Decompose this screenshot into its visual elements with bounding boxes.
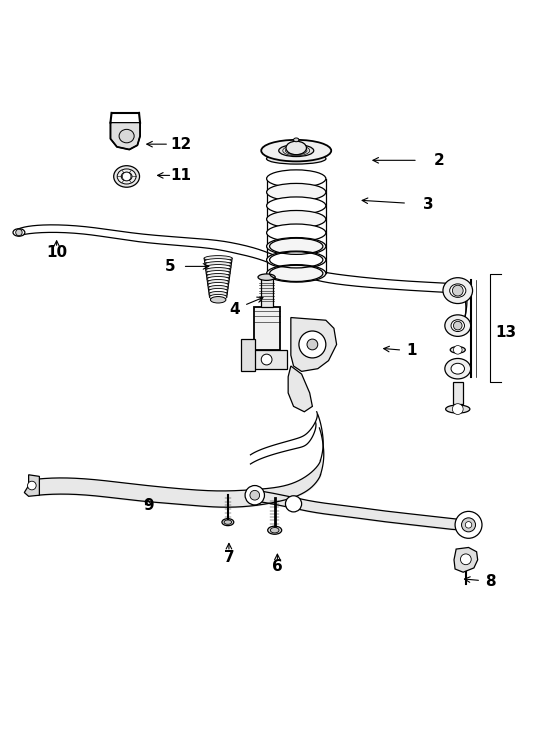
Circle shape bbox=[16, 229, 22, 236]
Ellipse shape bbox=[450, 284, 466, 297]
Ellipse shape bbox=[207, 277, 229, 282]
Circle shape bbox=[465, 522, 472, 528]
Text: 2: 2 bbox=[434, 153, 444, 168]
Polygon shape bbox=[454, 548, 478, 572]
Ellipse shape bbox=[267, 238, 326, 255]
Ellipse shape bbox=[261, 140, 331, 161]
Ellipse shape bbox=[268, 526, 282, 534]
Circle shape bbox=[307, 339, 318, 350]
Circle shape bbox=[461, 518, 475, 532]
Circle shape bbox=[454, 346, 462, 354]
Ellipse shape bbox=[209, 288, 227, 294]
Ellipse shape bbox=[267, 265, 326, 282]
Ellipse shape bbox=[209, 294, 227, 300]
Ellipse shape bbox=[451, 320, 465, 332]
Polygon shape bbox=[24, 475, 39, 496]
Ellipse shape bbox=[206, 271, 230, 276]
Ellipse shape bbox=[267, 211, 326, 228]
Ellipse shape bbox=[211, 296, 226, 303]
Circle shape bbox=[245, 485, 264, 505]
Ellipse shape bbox=[208, 285, 228, 291]
Ellipse shape bbox=[207, 274, 230, 279]
Circle shape bbox=[455, 512, 482, 538]
Text: 13: 13 bbox=[496, 324, 517, 340]
Circle shape bbox=[460, 554, 471, 564]
Ellipse shape bbox=[443, 277, 473, 304]
Text: 1: 1 bbox=[407, 343, 417, 359]
Circle shape bbox=[261, 354, 272, 365]
Circle shape bbox=[299, 331, 326, 358]
Text: 9: 9 bbox=[143, 498, 153, 513]
Ellipse shape bbox=[224, 520, 232, 524]
Ellipse shape bbox=[445, 359, 471, 379]
Ellipse shape bbox=[450, 347, 465, 353]
Text: 7: 7 bbox=[224, 550, 234, 564]
Ellipse shape bbox=[121, 172, 132, 181]
Bar bbox=[241, 339, 255, 371]
Ellipse shape bbox=[279, 145, 314, 157]
Ellipse shape bbox=[204, 255, 232, 261]
Text: 10: 10 bbox=[46, 245, 67, 261]
Text: 6: 6 bbox=[272, 559, 283, 574]
Ellipse shape bbox=[206, 268, 231, 273]
Text: 11: 11 bbox=[170, 168, 191, 183]
Circle shape bbox=[453, 285, 463, 296]
Text: 12: 12 bbox=[170, 137, 191, 152]
Ellipse shape bbox=[267, 170, 326, 187]
Bar bbox=[261, 277, 273, 307]
Ellipse shape bbox=[222, 519, 234, 526]
Ellipse shape bbox=[13, 228, 25, 236]
Ellipse shape bbox=[205, 258, 232, 264]
Ellipse shape bbox=[208, 283, 228, 288]
Ellipse shape bbox=[451, 363, 465, 374]
Ellipse shape bbox=[267, 153, 326, 164]
Ellipse shape bbox=[258, 274, 275, 280]
Circle shape bbox=[28, 481, 36, 490]
Text: 3: 3 bbox=[423, 197, 434, 212]
Ellipse shape bbox=[294, 138, 299, 142]
Ellipse shape bbox=[445, 315, 471, 337]
Circle shape bbox=[250, 490, 259, 500]
Ellipse shape bbox=[286, 141, 306, 154]
Ellipse shape bbox=[119, 130, 134, 143]
Circle shape bbox=[454, 321, 462, 330]
Bar bbox=[246, 350, 287, 369]
Ellipse shape bbox=[114, 165, 140, 187]
Polygon shape bbox=[288, 366, 312, 412]
Ellipse shape bbox=[207, 280, 229, 285]
Polygon shape bbox=[291, 318, 337, 371]
Ellipse shape bbox=[446, 405, 470, 413]
Ellipse shape bbox=[267, 197, 326, 214]
Circle shape bbox=[286, 496, 301, 512]
Text: 4: 4 bbox=[229, 302, 239, 317]
Text: 5: 5 bbox=[164, 259, 175, 274]
Circle shape bbox=[453, 403, 463, 414]
Ellipse shape bbox=[267, 251, 326, 269]
Ellipse shape bbox=[117, 169, 136, 184]
Ellipse shape bbox=[267, 184, 326, 201]
Ellipse shape bbox=[205, 261, 231, 267]
Ellipse shape bbox=[270, 528, 279, 533]
Bar bbox=[254, 307, 280, 350]
Polygon shape bbox=[110, 123, 140, 149]
Ellipse shape bbox=[206, 264, 231, 270]
Bar bbox=[453, 382, 462, 403]
Text: 8: 8 bbox=[485, 574, 496, 589]
Ellipse shape bbox=[209, 291, 227, 296]
Ellipse shape bbox=[267, 224, 326, 242]
Circle shape bbox=[122, 172, 131, 181]
